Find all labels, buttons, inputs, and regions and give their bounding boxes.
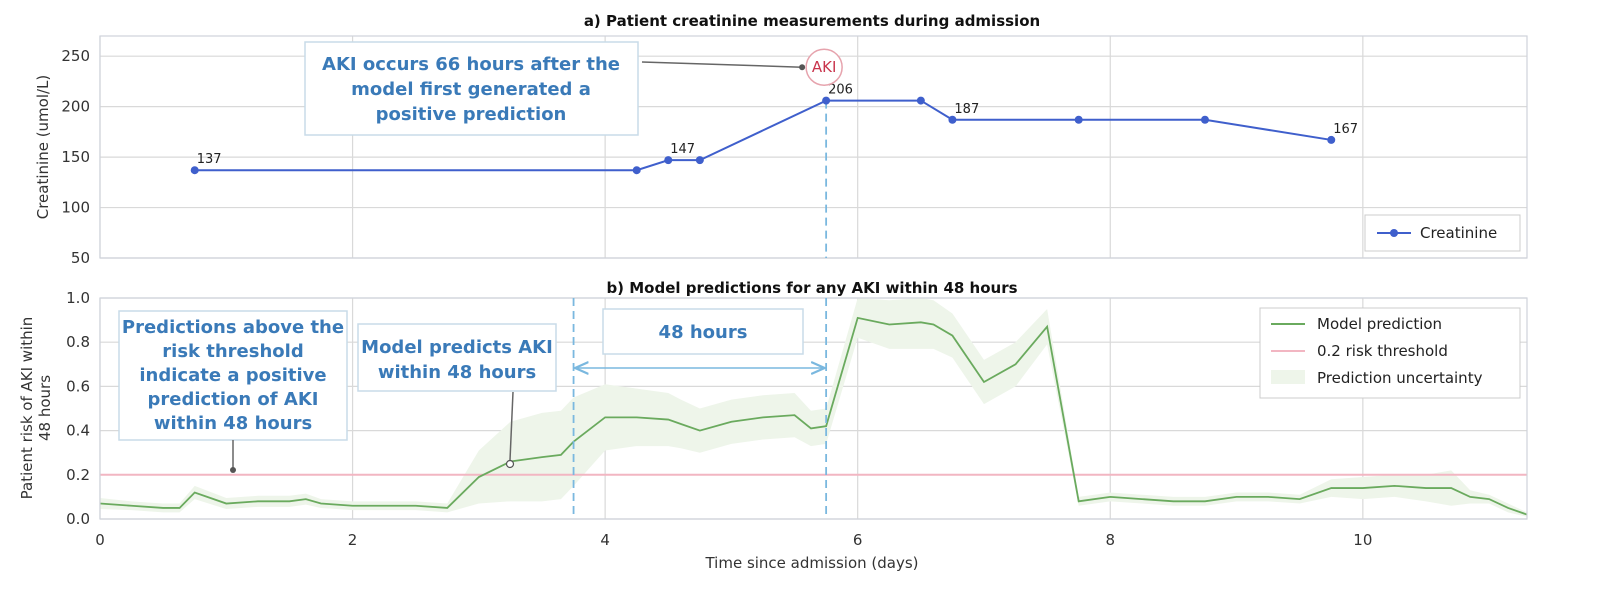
panel-a-y-tick-label: 250 xyxy=(61,47,90,65)
legend-creatinine-label: Creatinine xyxy=(1420,224,1497,242)
forty-eight-hours-box xyxy=(602,308,804,355)
aki-occurs-line-3: positive prediction xyxy=(376,104,567,125)
aki-occurs-line-1: AKI occurs 66 hours after the xyxy=(322,54,620,75)
creatinine-value-label: 187 xyxy=(954,102,979,117)
forty-eight-hours-callout: 48 hours xyxy=(602,308,804,355)
creatinine-value-label: 147 xyxy=(670,142,695,157)
creatinine-point xyxy=(664,156,673,165)
creatinine-point xyxy=(948,115,957,124)
legend-threshold-label: 0.2 risk threshold xyxy=(1317,342,1448,360)
panel-b-y-tick-label: 0.2 xyxy=(66,466,90,484)
creatinine-value-label: 167 xyxy=(1333,122,1358,137)
threshold-explanation-line-2: risk threshold xyxy=(162,341,303,362)
prediction-line xyxy=(99,316,1528,516)
panel-b-y-tick-label: 1.0 xyxy=(66,289,90,307)
panel-b-y-tick-label: 0.0 xyxy=(66,510,90,528)
panel-b-y-tick-label: 0.8 xyxy=(66,333,90,351)
panel-b-x-label: Time since admission (days) xyxy=(704,554,918,572)
x-tick-label: 6 xyxy=(853,531,863,549)
legend-uncertainty-swatch xyxy=(1271,370,1305,384)
x-tick-label: 4 xyxy=(600,531,610,549)
uncertainty-band xyxy=(100,298,1527,517)
threshold-explanation-callout: Predictions above the risk threshold ind… xyxy=(118,310,348,441)
aki-marker-label: AKI xyxy=(812,58,837,76)
aki-occurs-callout: AKI occurs 66 hours after the model firs… xyxy=(304,41,639,136)
creatinine-point-labels: 137 147 206 187 167 xyxy=(197,83,1358,168)
creatinine-point xyxy=(1327,135,1336,144)
panel-b-x-ticks: 0 2 4 6 8 10 xyxy=(95,531,1372,549)
x-tick-label: 8 xyxy=(1105,531,1115,549)
panel-a-y-label: Creatinine (umol/L) xyxy=(34,75,52,220)
aki-occurs-box xyxy=(304,41,639,136)
panel-a-frame xyxy=(99,35,1528,259)
creatinine-point xyxy=(190,166,199,175)
x-tick-label: 0 xyxy=(95,531,105,549)
aki-occurs-line-2: model first generated a xyxy=(351,79,591,100)
model-predicts-pointer-dot xyxy=(505,459,515,469)
creatinine-point xyxy=(632,166,641,175)
creatinine-points xyxy=(190,96,1336,175)
legend-model-prediction-label: Model prediction xyxy=(1317,315,1442,333)
aki-pointer-line xyxy=(641,61,803,68)
panel-a-y-tick-label: 50 xyxy=(71,249,90,267)
creatinine-line xyxy=(194,99,1332,172)
panel-b-y-ticks: 0.0 0.2 0.4 0.6 0.8 1.0 xyxy=(66,289,90,528)
panel-a-legend: Creatinine xyxy=(1364,214,1521,252)
panel-b-y-tick-label: 0.6 xyxy=(66,377,90,395)
panel-a-y-tick-label: 100 xyxy=(61,199,90,217)
model-predicts-pointer xyxy=(509,391,514,461)
creatinine-value-label: 206 xyxy=(828,83,853,98)
aki-pointer-dot xyxy=(799,64,806,71)
model-predicts-callout: Model predicts AKI within 48 hours xyxy=(357,323,557,392)
panel-b-y-label-line-2: 48 hours xyxy=(36,375,54,441)
forty-eight-hours-label: 48 hours xyxy=(659,322,748,343)
creatinine-point xyxy=(1200,115,1209,124)
panel-a-y-tick-label: 150 xyxy=(61,148,90,166)
panel-b-y-tick-label: 0.4 xyxy=(66,422,90,440)
prediction-panel: b) Model predictions for any AKI within … xyxy=(18,279,1528,572)
legend-creatinine-dot xyxy=(1390,229,1398,237)
creatinine-point xyxy=(916,96,925,105)
creatinine-panel: a) Patient creatinine measurements durin… xyxy=(34,12,1528,267)
x-tick-label: 10 xyxy=(1353,531,1372,549)
panel-a-y-tick-label: 200 xyxy=(61,98,90,116)
threshold-explanation-line-5: within 48 hours xyxy=(154,413,312,434)
x-tick-label: 2 xyxy=(348,531,358,549)
panel-a-y-ticks: 50 100 150 200 250 xyxy=(61,47,90,267)
creatinine-value-label: 137 xyxy=(197,152,222,167)
model-predicts-line-2: within 48 hours xyxy=(378,362,536,383)
panel-b-frame xyxy=(99,297,1528,520)
model-predicts-line-1: Model predicts AKI xyxy=(361,337,553,358)
panel-b-legend: Model prediction 0.2 risk threshold Pred… xyxy=(1259,307,1521,399)
threshold-explanation-pointer-dot xyxy=(230,467,236,473)
panel-b-title: b) Model predictions for any AKI within … xyxy=(606,279,1017,297)
legend-uncertainty-label: Prediction uncertainty xyxy=(1317,369,1483,387)
threshold-explanation-line-1: Predictions above the xyxy=(122,317,344,338)
panel-a-title: a) Patient creatinine measurements durin… xyxy=(584,12,1040,30)
threshold-explanation-line-4: prediction of AKI xyxy=(148,389,319,410)
panel-b-y-label-line-1: Patient risk of AKI within xyxy=(18,317,36,500)
threshold-explanation-line-3: indicate a positive xyxy=(139,365,326,386)
creatinine-point xyxy=(1074,115,1083,124)
threshold-explanation-box xyxy=(118,310,348,441)
aki-marker-circle xyxy=(805,48,843,86)
creatinine-point xyxy=(822,96,831,105)
model-predicts-box xyxy=(357,323,557,392)
creatinine-point xyxy=(695,156,704,165)
